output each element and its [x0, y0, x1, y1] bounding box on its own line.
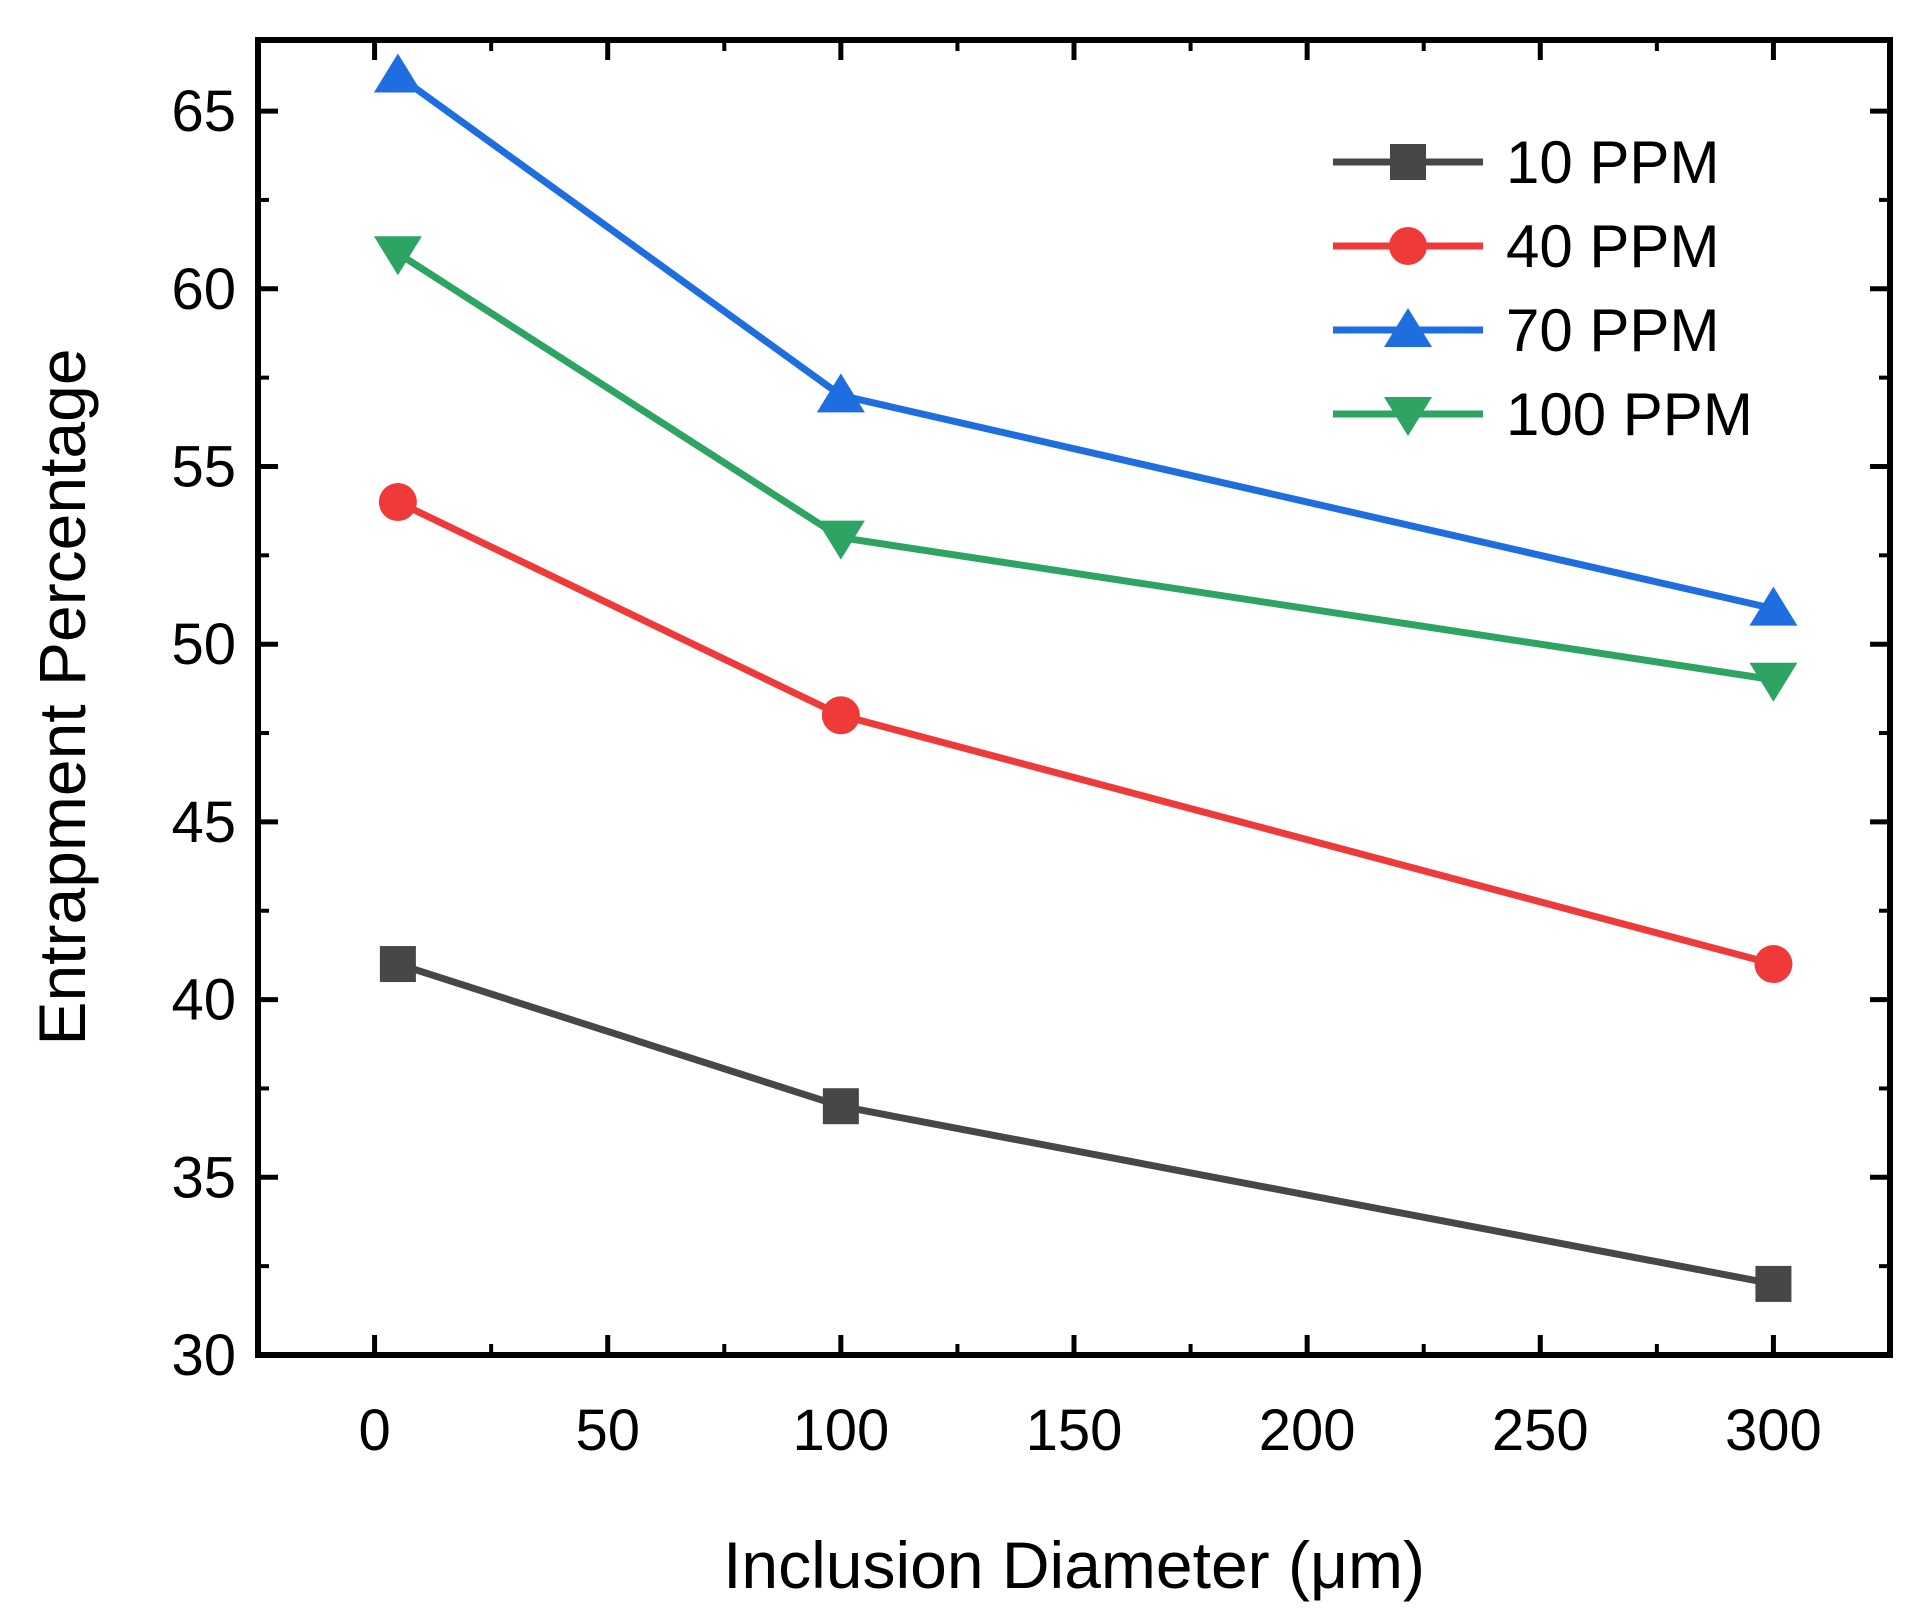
- legend-label-40-ppm: 40 PPM: [1506, 213, 1719, 280]
- legend-marker-70-ppm: [1384, 308, 1432, 347]
- x-tick-label: 200: [1259, 1398, 1356, 1463]
- legend-marker-40-ppm: [1389, 227, 1427, 265]
- legend-entry-40-ppm: 40 PPM: [1333, 213, 1719, 280]
- data-point-70-ppm: [373, 53, 422, 93]
- data-point-100-ppm: [1749, 662, 1798, 702]
- legend-entry-70-ppm: 70 PPM: [1333, 297, 1719, 364]
- legend-entry-100-ppm: 100 PPM: [1333, 381, 1753, 448]
- data-point-40-ppm: [1754, 945, 1793, 984]
- legend-label-100-ppm: 100 PPM: [1506, 381, 1753, 448]
- data-point-70-ppm: [816, 373, 865, 413]
- x-tick-label: 100: [792, 1398, 889, 1463]
- series-40-ppm: [378, 483, 1793, 984]
- y-tick-label: 30: [171, 1323, 236, 1388]
- data-point-40-ppm: [821, 696, 860, 735]
- y-axis-title: Entrapment Percentage: [25, 348, 99, 1045]
- data-point-10-ppm: [379, 946, 416, 983]
- data-point-40-ppm: [378, 483, 417, 522]
- y-tick-label: 45: [171, 790, 236, 855]
- legend-label-70-ppm: 70 PPM: [1506, 297, 1719, 364]
- y-tick-label: 60: [171, 257, 236, 322]
- y-tick-label: 50: [171, 612, 236, 677]
- legend: 10 PPM 40 PPM 70 PPM 100 PPM: [1333, 129, 1753, 448]
- data-point-10-ppm: [1755, 1265, 1792, 1302]
- series-line-40-ppm: [396, 498, 1775, 968]
- x-tick-label: 250: [1492, 1398, 1589, 1463]
- data-point-70-ppm: [1749, 586, 1798, 626]
- y-tick-label: 55: [171, 434, 236, 499]
- series-layer: [373, 53, 1798, 1302]
- legend-label-10-ppm: 10 PPM: [1506, 129, 1719, 196]
- y-tick-label: 35: [171, 1145, 236, 1210]
- legend-entry-10-ppm: 10 PPM: [1333, 129, 1719, 196]
- legend-marker-100-ppm: [1384, 397, 1432, 436]
- x-tick-label: 150: [1026, 1398, 1123, 1463]
- y-tick-label: 40: [171, 968, 236, 1033]
- data-point-100-ppm: [816, 520, 865, 560]
- axis-ticks: [258, 40, 1890, 1358]
- y-tick-labels: 30 35 40 45 50 55 60 65: [171, 79, 236, 1388]
- x-tick-label: 50: [575, 1398, 640, 1463]
- series-10-ppm: [379, 946, 1792, 1302]
- y-tick-label: 65: [171, 79, 236, 144]
- x-tick-label: 300: [1725, 1398, 1822, 1463]
- x-tick-label: 0: [358, 1398, 390, 1463]
- series-line-10-ppm: [396, 960, 1775, 1288]
- series-100-ppm: [373, 236, 1798, 702]
- legend-marker-10-ppm: [1390, 144, 1426, 180]
- x-axis-title: Inclusion Diameter (μm): [723, 1528, 1425, 1602]
- series-70-ppm: [373, 53, 1798, 626]
- data-point-10-ppm: [822, 1088, 859, 1125]
- x-tick-labels: 0 50 100 150 200 250 300: [358, 1398, 1821, 1463]
- data-point-100-ppm: [373, 236, 422, 276]
